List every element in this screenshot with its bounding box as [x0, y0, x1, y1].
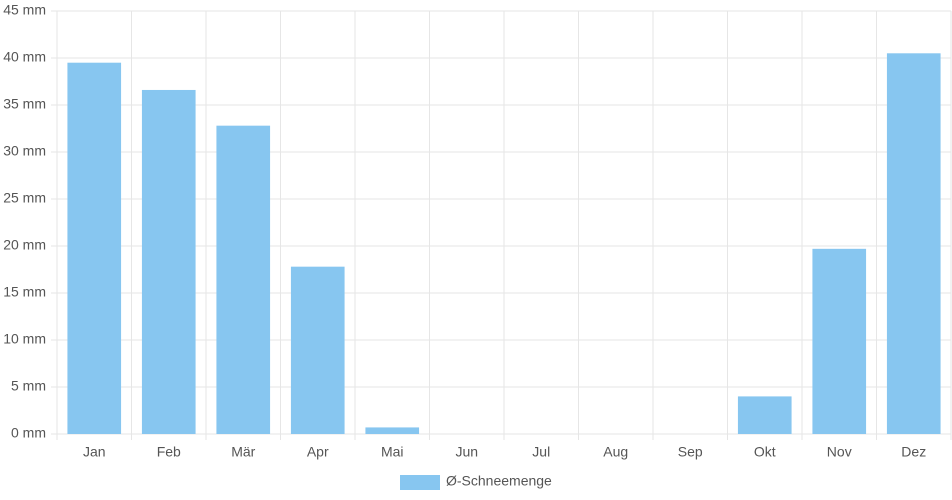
x-tick-label: Okt: [754, 444, 776, 460]
y-tick-label: 40 mm: [3, 49, 46, 65]
x-tick-label: Nov: [827, 444, 852, 460]
bar: [141, 89, 196, 435]
x-tick-label: Jun: [455, 444, 478, 460]
legend-swatch: [400, 475, 440, 490]
legend-label: Ø-Schneemenge: [446, 473, 552, 489]
x-tick-label: Apr: [307, 444, 329, 460]
x-tick-label: Feb: [157, 444, 181, 460]
y-tick-label: 0 mm: [11, 425, 46, 441]
bar: [365, 427, 420, 434]
x-tick-label: Mai: [381, 444, 404, 460]
bar: [290, 266, 345, 434]
y-tick-label: 15 mm: [3, 284, 46, 300]
bar: [216, 125, 271, 435]
y-tick-label: 25 mm: [3, 190, 46, 206]
y-tick-label: 5 mm: [11, 378, 46, 394]
x-tick-label: Mär: [231, 444, 255, 460]
y-tick-label: 10 mm: [3, 331, 46, 347]
x-tick-label: Sep: [678, 444, 703, 460]
y-tick-label: 30 mm: [3, 143, 46, 159]
x-tick-label: Aug: [603, 444, 628, 460]
x-tick-label: Jan: [83, 444, 106, 460]
x-tick-label: Jul: [532, 444, 550, 460]
bar: [886, 53, 941, 435]
bar: [812, 248, 867, 434]
y-tick-label: 45 mm: [3, 2, 46, 18]
x-tick-label: Dez: [901, 444, 926, 460]
bar: [737, 396, 792, 434]
bar: [67, 62, 122, 434]
y-tick-label: 35 mm: [3, 96, 46, 112]
y-tick-label: 20 mm: [3, 237, 46, 253]
